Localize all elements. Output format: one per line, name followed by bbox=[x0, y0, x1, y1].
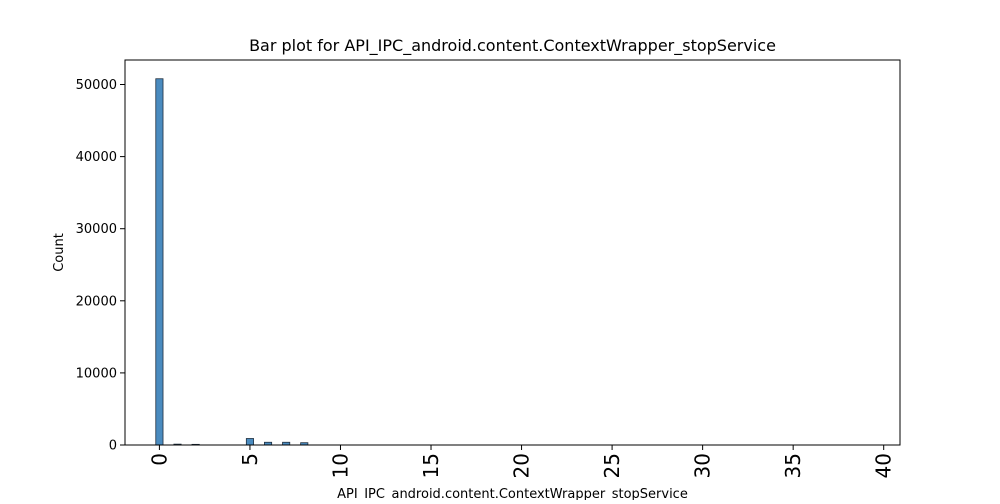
x-tick-label: 20 bbox=[510, 453, 534, 478]
chart-title: Bar plot for API_IPC_android.content.Con… bbox=[249, 36, 776, 56]
bars bbox=[155, 78, 309, 446]
plot-area-frame bbox=[124, 59, 901, 446]
x-tick-label: 10 bbox=[328, 453, 352, 478]
x-tick-label: 35 bbox=[781, 453, 805, 478]
y-axis-ticks: 0 10000 20000 30000 40000 50000 bbox=[76, 78, 125, 454]
bar bbox=[245, 438, 254, 446]
y-tick-label: 50000 bbox=[76, 78, 117, 93]
x-tick-label: 30 bbox=[691, 453, 715, 478]
y-tick-label: 0 bbox=[109, 439, 117, 454]
y-tick-label: 30000 bbox=[76, 222, 117, 237]
x-tick-label: 0 bbox=[147, 453, 171, 466]
x-tick-label: 40 bbox=[872, 453, 896, 478]
bar bbox=[155, 78, 164, 446]
y-axis-label: Count bbox=[52, 233, 67, 272]
x-axis-ticks: 0 5 10 15 20 25 30 35 40 bbox=[147, 445, 896, 478]
y-tick-label: 40000 bbox=[76, 150, 117, 165]
x-axis-label: API_IPC_android.content.ContextWrapper_s… bbox=[337, 487, 688, 500]
x-tick-label: 25 bbox=[600, 453, 624, 478]
x-tick-label: 5 bbox=[238, 453, 262, 466]
y-tick-label: 10000 bbox=[76, 366, 117, 381]
y-tick-label: 20000 bbox=[76, 294, 117, 309]
x-tick-label: 15 bbox=[419, 453, 443, 478]
